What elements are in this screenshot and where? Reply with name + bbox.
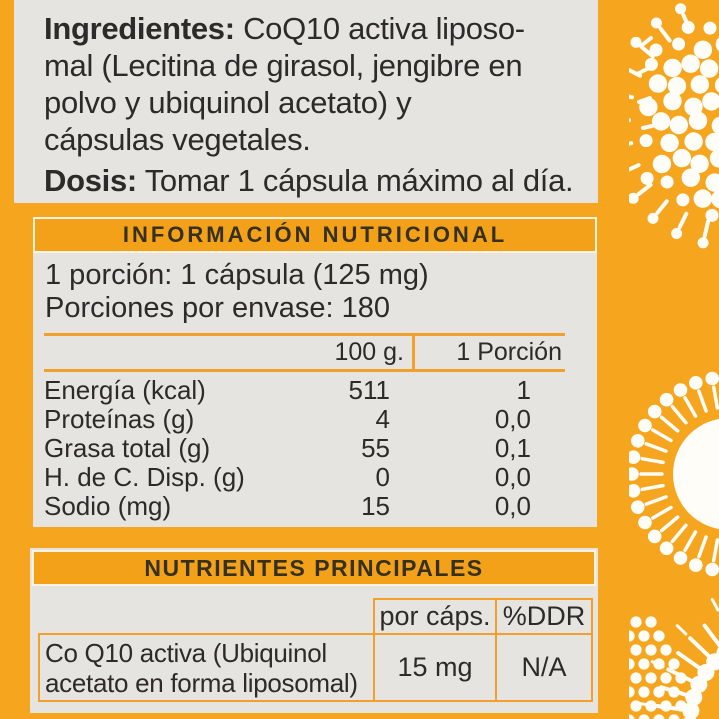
nutrition-table: 100 g. 1 Porción Energía (kcal) 511 1 Pr… <box>44 333 565 521</box>
nutrition-table-header: 100 g. 1 Porción <box>44 333 565 372</box>
main-nutrients-header-row: por cáps. %DDR <box>39 598 593 635</box>
ingredients-panel: Ingredientes: CoQ10 activa liposo- mal (… <box>14 0 598 203</box>
table-row: Co Q10 activa (Ubiquinol acetato en form… <box>38 633 593 702</box>
table-row: Energía (kcal) 511 1 <box>44 375 531 405</box>
col-header-1-porcion: 1 Porción <box>456 338 562 366</box>
main-nutrients-panel: NUTRIENTES PRINCIPALES por cáps. %DDR Co… <box>30 548 598 713</box>
servings-per-container-line: Porciones por envase: 180 <box>45 292 390 324</box>
nutrient-name-cell: Co Q10 activa (Ubiquinol acetato en form… <box>38 633 375 702</box>
nutrition-facts-title: INFORMACIÓN NUTRICIONAL <box>33 217 597 253</box>
col-header-ddr: %DDR <box>495 598 593 635</box>
table-row: Proteínas (g) 4 0,0 <box>44 404 531 434</box>
nutrition-facts-body: 1 porción: 1 cápsula (125 mg) Porciones … <box>33 253 597 521</box>
dose-text: Dosis: Tomar 1 cápsula máximo al día. <box>44 163 574 198</box>
col-header-100g: 100 g. <box>44 336 415 369</box>
empty-corner-cell <box>39 599 374 634</box>
per-capsule-value-cell: 15 mg <box>373 633 497 702</box>
nutrition-facts-panel: INFORMACIÓN NUTRICIONAL 1 porción: 1 cáp… <box>33 217 597 527</box>
ddr-value-cell: N/A <box>495 633 593 702</box>
col-header-per-capsule: por cáps. <box>373 598 497 635</box>
table-row: Grasa total (g) 55 0,1 <box>44 433 531 463</box>
dose-label: Dosis: <box>44 163 137 198</box>
serving-size-line: 1 porción: 1 cápsula (125 mg) <box>45 259 429 291</box>
nutrition-table-body: Energía (kcal) 511 1 Proteínas (g) 4 0,0… <box>44 372 565 521</box>
ingredients-text: Ingredientes: CoQ10 activa liposo- mal (… <box>44 11 525 157</box>
main-nutrients-title: NUTRIENTES PRINCIPALES <box>32 550 596 586</box>
liposome-pattern-decoration <box>629 3 719 719</box>
ingredients-label: Ingredientes: <box>44 11 235 46</box>
table-row: H. de C. Disp. (g) 0 0,0 <box>44 462 531 492</box>
table-row: Sodio (mg) 15 0,0 <box>44 491 531 521</box>
main-nutrients-table: por cáps. %DDR Co Q10 activa (Ubiquinol … <box>38 598 593 702</box>
